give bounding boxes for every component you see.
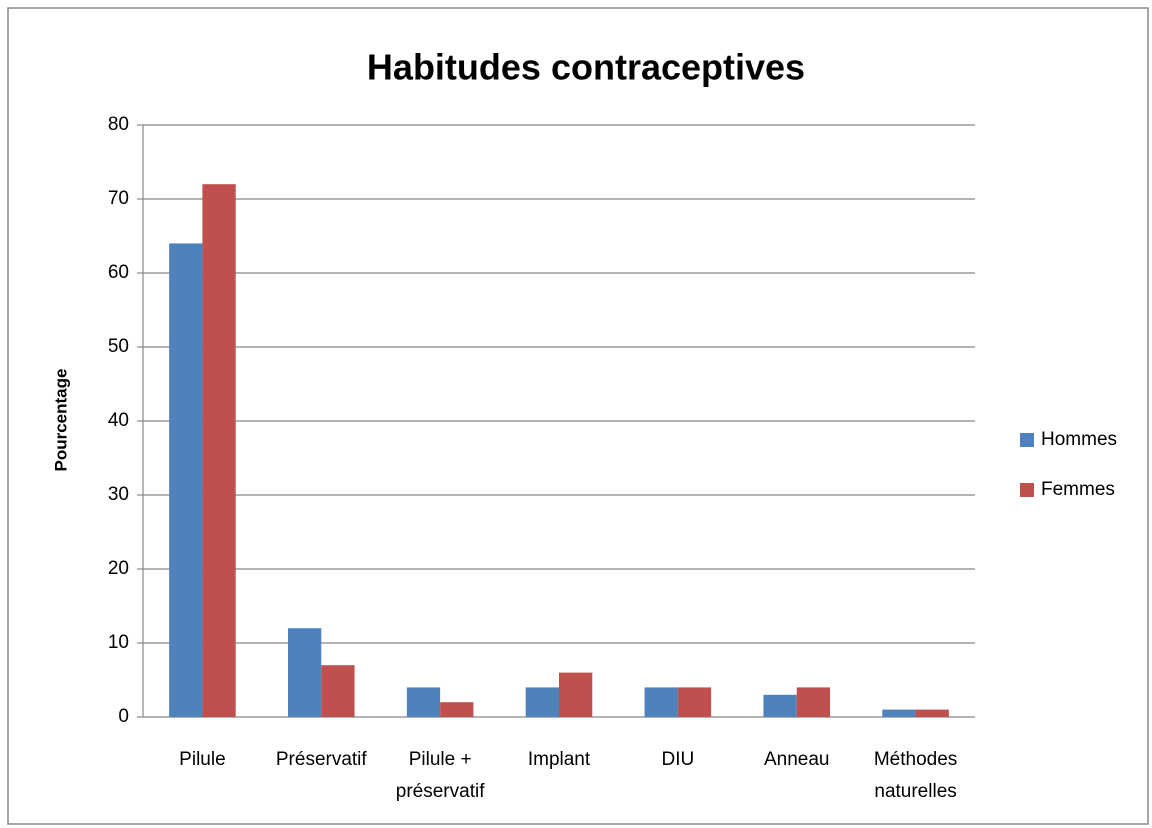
x-tick-label: Implant — [528, 749, 591, 770]
bar — [882, 709, 916, 717]
y-tick-label: 40 — [108, 410, 129, 431]
bar — [440, 702, 474, 717]
bar — [796, 687, 830, 717]
legend-swatch — [1020, 433, 1034, 447]
y-tick-label: 60 — [108, 262, 129, 283]
bar — [321, 665, 355, 717]
bar — [677, 687, 712, 717]
x-tick-label: DIU — [661, 749, 694, 770]
y-axis-label: Pourcentage — [51, 369, 70, 472]
bar — [915, 709, 949, 717]
bar — [644, 687, 678, 717]
x-tick-label: Méthodes naturelles — [874, 749, 957, 802]
bar — [559, 672, 593, 717]
legend-label: Femmes — [1041, 479, 1115, 500]
bar — [169, 243, 203, 717]
bar — [525, 687, 559, 717]
x-tick-label: Anneau — [764, 749, 830, 770]
bar — [763, 694, 797, 717]
bar — [202, 184, 236, 717]
chart-title: Habitudes contraceptives — [367, 47, 805, 88]
legend-swatch — [1020, 483, 1034, 497]
y-tick-label: 80 — [108, 114, 129, 135]
y-tick-label: 20 — [108, 558, 129, 579]
y-tick-label: 70 — [108, 188, 129, 209]
y-tick-label: 50 — [108, 336, 129, 357]
legend-label: Hommes — [1041, 429, 1117, 450]
bar — [288, 628, 322, 717]
y-tick-label: 30 — [108, 484, 129, 505]
y-tick-label: 10 — [108, 632, 129, 653]
x-tick-label: Pilule — [179, 749, 225, 770]
x-tick-label: Préservatif — [276, 749, 368, 770]
y-tick-label: 0 — [118, 706, 129, 727]
x-tick-label: Pilule + préservatif — [396, 749, 485, 802]
bar — [406, 687, 441, 717]
